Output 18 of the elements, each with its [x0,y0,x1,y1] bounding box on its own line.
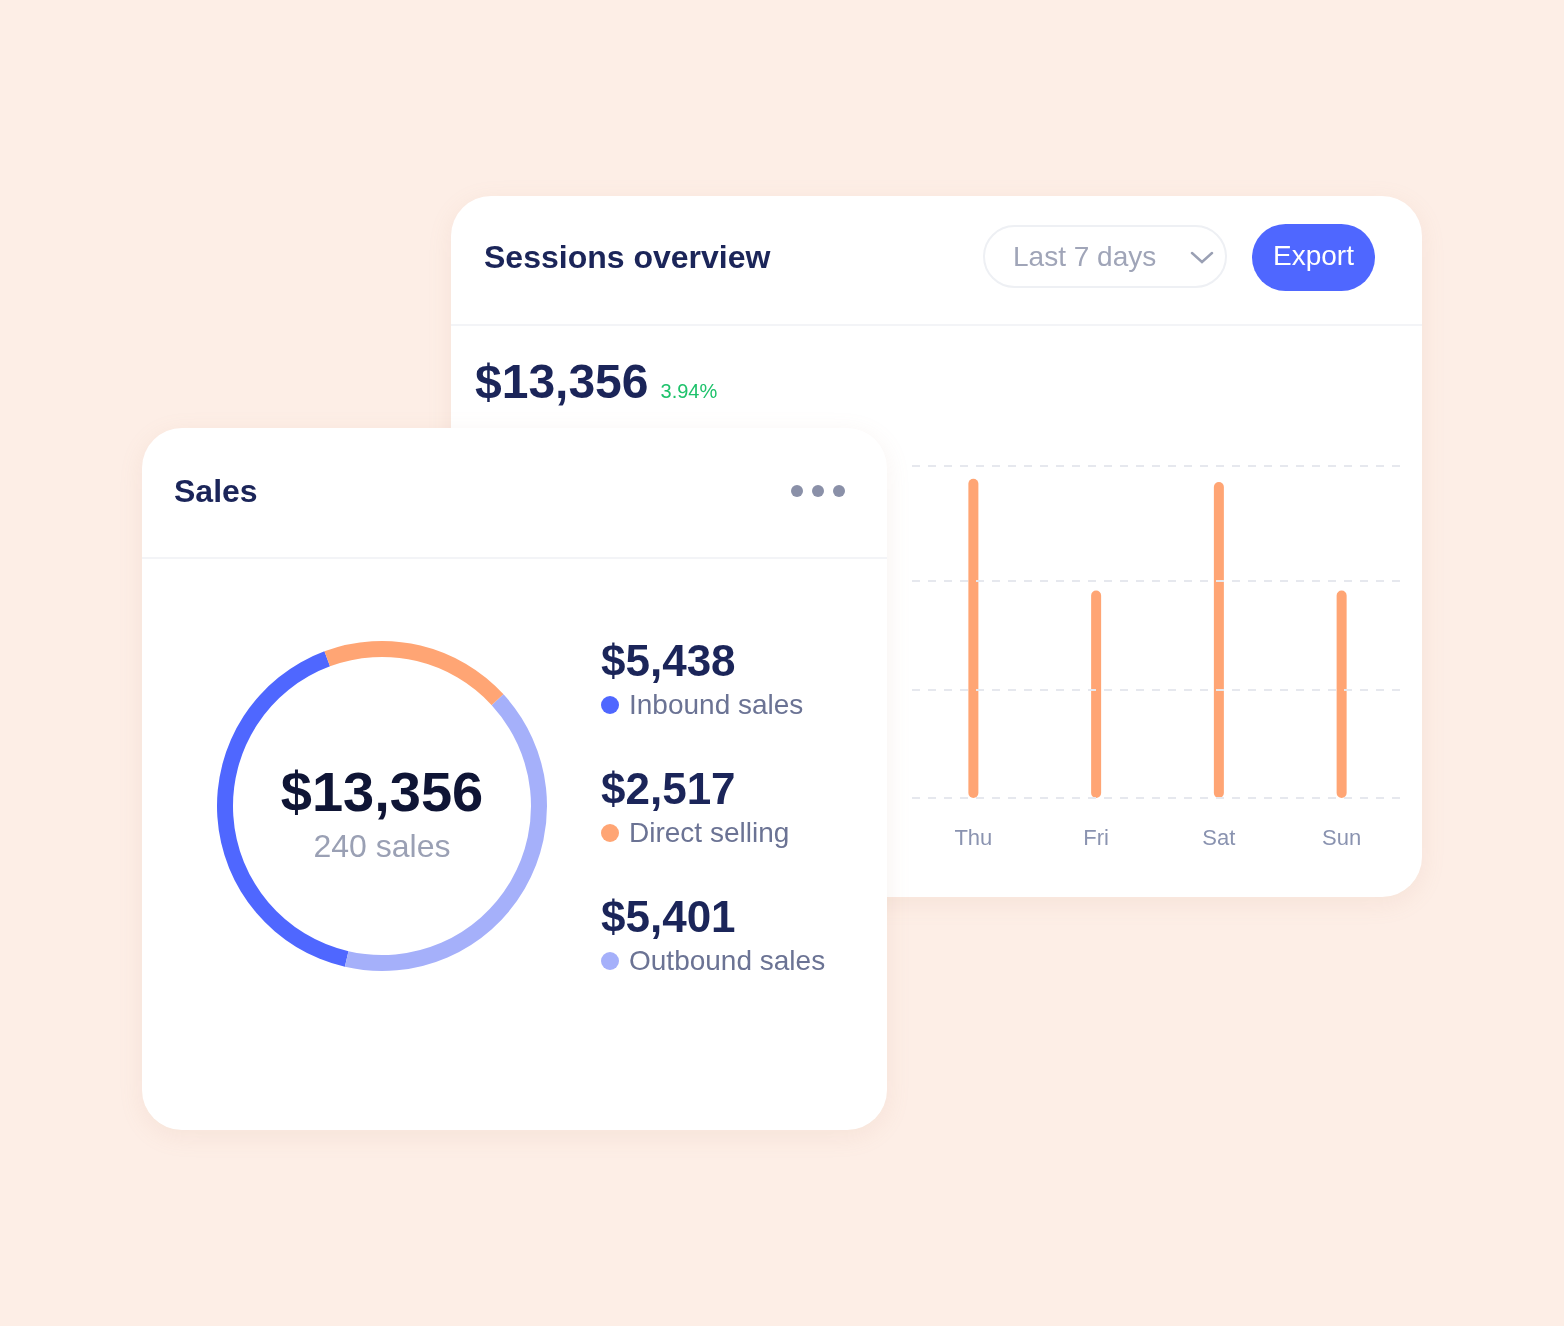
legend-label: Inbound sales [629,689,804,721]
text: 3.94% [660,380,718,403]
text: Sessions overview [484,239,771,276]
x-tick-label: Fri [1083,824,1109,850]
chart-subtitle: $13,356 [475,354,649,409]
x-tick-label: Sat [1202,824,1236,850]
text: 240 sales [312,827,452,866]
text: $13,356 [279,760,485,824]
text: Export [1272,240,1355,272]
legend-label: Outbound sales [629,945,826,977]
data-label: $2,517 [601,763,737,815]
legend-label: Direct selling [629,817,790,849]
x-tick-label: Sun [1322,824,1362,850]
x-tick-label: Thu [954,824,993,850]
chart-title: Sales [174,473,258,510]
text: Last 7 days [1013,241,1157,273]
data-label: $5,438 [601,635,737,687]
data-label: $5,401 [601,891,737,943]
